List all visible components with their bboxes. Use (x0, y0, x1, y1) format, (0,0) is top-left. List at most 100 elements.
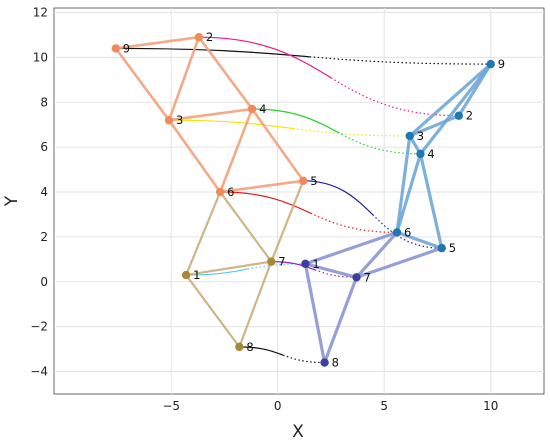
y-tick-label: 2 (40, 230, 48, 244)
left-bottom-node-label-7: 7 (278, 255, 285, 269)
y-tick-label: 4 (40, 185, 48, 199)
right-bottom-node-label-1: 1 (312, 257, 319, 271)
right-bottom-node-8 (320, 358, 329, 367)
left-bottom-node-8 (235, 342, 244, 352)
left-bottom-edge-arrow-1-7 (226, 267, 231, 269)
y-tick-label: 12 (33, 5, 48, 19)
right-bottom-edge-arrow-8-7 (339, 317, 342, 322)
correspondence-3-dotted (169, 119, 410, 137)
right-top-node-label-3: 3 (417, 129, 424, 143)
left-top-node-5 (299, 176, 308, 186)
right-bottom-node-label-7: 7 (364, 270, 371, 284)
right-top-node-2 (454, 111, 463, 120)
left-top-edge-arrow-2-4 (224, 71, 227, 75)
left-top-node-2 (194, 32, 204, 42)
left-top-edge-arrow-9-2 (155, 42, 160, 44)
left-top-node-9 (111, 44, 120, 53)
y-tick-label: −2 (30, 320, 48, 334)
correspondence-9-solid (115, 47, 491, 65)
x-axis-label: X (292, 422, 304, 442)
right-bottom-node-7 (352, 273, 361, 282)
left-bottom-edge-arrow-5-7 (286, 219, 289, 224)
right-top-node-label-9: 9 (498, 57, 505, 71)
right-top-edge-arrow-3-4 (414, 143, 417, 147)
correspondence-1-dotted (186, 263, 306, 276)
correspondence-6-dotted (220, 191, 398, 234)
correspondence-3-solid (169, 119, 410, 137)
left-bottom-edge-arrow-6-1 (202, 231, 204, 236)
x-tick-label: 10 (483, 399, 498, 413)
left-top-edge-arrow-3-6 (193, 154, 196, 158)
right-top-edge-arrow-3-6 (402, 182, 404, 187)
correspondence-7-solid (271, 260, 357, 278)
right-bottom-edge-arrow-1-8 (314, 311, 316, 316)
right-top-edge-arrow-2-3 (432, 125, 437, 127)
right-top-edge-arrow-6-5 (417, 239, 422, 242)
right-top-node-label-2: 2 (466, 109, 473, 123)
right-bottom-edge-arrow-5-7 (397, 262, 402, 264)
left-bottom-edge-arrow-6-7 (244, 225, 248, 229)
left-top-node-label-6: 6 (227, 185, 234, 199)
left-bottom-node-label-1: 1 (193, 268, 200, 282)
right-bottom-edge-arrow-6-7 (375, 253, 379, 257)
x-tick-label: 0 (274, 399, 282, 413)
correspondence-4-solid (252, 108, 421, 155)
left-bottom-edge-arrow-8-7 (254, 302, 257, 307)
correspondence-1-solid (186, 263, 306, 276)
correspondence-6-solid (220, 191, 398, 234)
y-axis-label: Y (2, 195, 22, 207)
right-top-node-3 (405, 131, 414, 141)
correspondence-5-dotted (303, 180, 442, 249)
x-tick-label: 5 (380, 399, 388, 413)
left-top-edge-arrow-9-3 (141, 82, 144, 87)
graph-edges (114, 35, 493, 365)
correspondence-8-solid (239, 346, 325, 364)
left-top-node-3 (164, 116, 174, 125)
right-top-edge-arrow-9-4 (454, 107, 457, 111)
left-top-edge-arrow-5-6 (259, 186, 264, 187)
left-top-node-label-9: 9 (123, 41, 130, 55)
right-top-node-9 (486, 59, 495, 69)
right-top-edge-arrow-9-2 (473, 88, 476, 92)
right-bottom-node-label-8: 8 (332, 356, 339, 370)
y-tick-label: 10 (33, 50, 48, 64)
left-top-edge-arrow-4-6 (235, 148, 237, 153)
left-top-node-label-2: 2 (206, 30, 213, 44)
left-top-node-6 (215, 187, 225, 197)
right-top-node-label-4: 4 (427, 147, 434, 161)
left-top-node-label-4: 4 (259, 102, 266, 116)
x-tick-label: −5 (162, 399, 180, 413)
correspondence-5-solid (303, 180, 442, 249)
left-top-node-label-3: 3 (176, 113, 183, 127)
y-tick-label: 8 (40, 95, 48, 109)
right-top-edge-arrow-3-9 (448, 98, 452, 102)
right-top-node-label-6: 6 (404, 225, 411, 239)
right-top-node-5 (437, 243, 446, 253)
right-top-node-6 (392, 228, 402, 237)
y-tick-label: 6 (40, 140, 48, 154)
right-bottom-edge-arrow-1-7 (329, 270, 334, 272)
right-bottom-edge-arrow-6-1 (349, 247, 354, 249)
correspondence-curves (115, 36, 491, 364)
left-top-node-4 (247, 104, 257, 114)
right-top-node-label-5: 5 (449, 241, 456, 255)
left-top-edge-arrow-4-5 (276, 143, 279, 147)
right-top-edge-arrow-4-6 (408, 191, 410, 196)
left-top-edge-arrow-2-3 (183, 76, 185, 81)
left-top-node-label-5: 5 (310, 174, 317, 188)
right-top-edge-arrow-4-5 (430, 199, 432, 204)
plot-background (53, 7, 545, 395)
left-bottom-edge-arrow-1-8 (211, 309, 215, 313)
right-top-node-4 (416, 149, 425, 159)
left-bottom-node-1 (181, 270, 191, 280)
left-bottom-node-7 (267, 257, 276, 266)
y-tick-label: 0 (40, 275, 48, 289)
left-top-edge-arrow-3-4 (208, 114, 213, 115)
left-bottom-node-label-8: 8 (246, 340, 253, 354)
y-tick-label: −4 (30, 365, 48, 379)
right-bottom-node-1 (301, 259, 310, 269)
correspondence-2-solid (198, 36, 459, 117)
